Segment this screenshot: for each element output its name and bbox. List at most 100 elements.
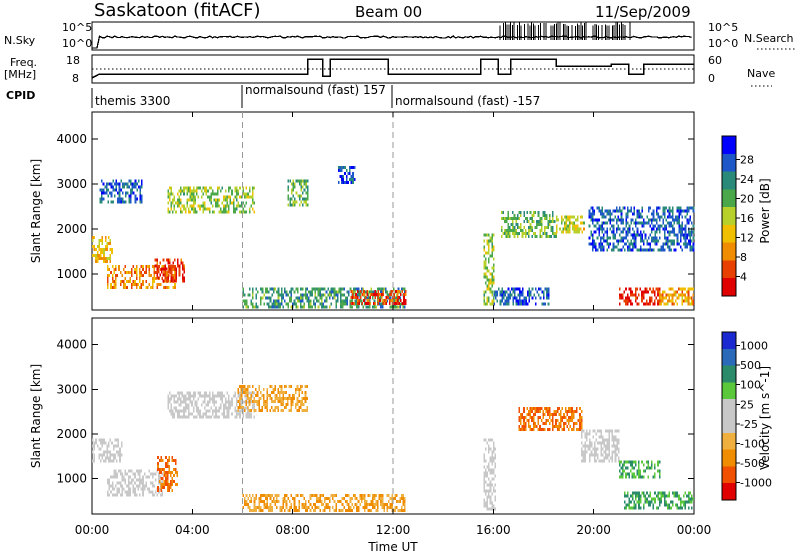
velocity-colorbar-band-8	[722, 466, 736, 484]
xtick-label-6: 00:00	[677, 523, 712, 537]
velocity-colorbar-band-7	[722, 449, 736, 467]
power-region-4	[99, 179, 143, 204]
date-label: 11/Sep/2009	[595, 3, 691, 21]
power-region-1	[107, 265, 176, 289]
power-region-0	[92, 235, 113, 263]
power-region-12	[556, 215, 585, 234]
velocity-region-2	[157, 456, 178, 493]
velocity-region-7	[518, 407, 583, 432]
power-region-15	[658, 287, 695, 306]
velocity-ylabel: Slant Range [km]	[29, 364, 43, 468]
nave-label: Nave	[747, 67, 775, 80]
velocity-ytick-label-1: 2000	[56, 427, 87, 441]
power-ytick-label-1: 2000	[56, 222, 87, 236]
freq-tick-top: 18	[66, 54, 80, 67]
cpid-segment-1: normalsound (fast) 157	[245, 83, 386, 97]
cpid-segment-0: themis 3300	[95, 94, 170, 108]
freq-unit-label: [MHz]	[4, 68, 36, 81]
nsky-tick-bottom: 10^0	[62, 37, 92, 50]
velocity-colorbar-band-1	[722, 348, 736, 366]
xtick-label-5: 20:00	[576, 523, 611, 537]
power-colorbar-band-2	[722, 171, 736, 190]
nsearch-tick-top: 10^5	[708, 21, 738, 34]
velocity-region-8	[581, 429, 620, 463]
power-region-3	[167, 186, 256, 214]
velocity-colorbar-band-2	[722, 365, 736, 383]
velocity-ytick-label-2: 3000	[56, 382, 87, 396]
nave-tick-top: 60	[708, 54, 722, 67]
power-ytick-label-0: 1000	[56, 267, 87, 281]
nsearch-label: N.Search	[744, 32, 794, 45]
power-region-9	[483, 233, 495, 306]
velocity-colorbar-label: Velocity [m s^-1]	[758, 366, 772, 470]
power-ylabel: Slant Range [km]	[29, 159, 43, 263]
power-colorbar-band-4	[722, 207, 736, 225]
cpid-label: CPID	[6, 89, 35, 102]
velocity-ytick-label-3: 4000	[56, 338, 87, 352]
power-ytick-label-3: 4000	[56, 132, 87, 146]
freq-tick-bottom: 8	[72, 72, 79, 85]
velocity-region-10	[623, 491, 695, 510]
xtick-label-3: 12:00	[376, 523, 411, 537]
velocity-colorbar-band-0	[722, 332, 736, 349]
axes-layer: 1000 2000 3000 4000 1000 2000 3000 4000 00:00 04:…	[56, 112, 711, 537]
power-colorbar: 4 8 12 16 20 24 28	[721, 135, 754, 297]
power-ytick-label-2: 3000	[56, 177, 87, 191]
power-colorbar-tick-label-3: 16	[740, 212, 754, 225]
power-colorbar-band-7	[722, 260, 736, 279]
velocity-colorbar-band-4	[722, 399, 736, 416]
nsky-line	[92, 35, 692, 49]
power-colorbar-band-6	[722, 242, 736, 261]
power-colorbar-tick-label-0: 4	[740, 270, 747, 283]
power-region-5	[287, 179, 309, 207]
power-data-layer	[92, 112, 695, 310]
velocity-colorbar-tick-label-5: -100	[740, 437, 765, 450]
velocity-colorbar-band-9	[722, 483, 736, 500]
velocity-region-0	[92, 438, 123, 463]
power-colorbar-band-0	[722, 136, 736, 154]
power-colorbar-band-3	[722, 189, 736, 208]
power-region-13	[588, 206, 695, 252]
power-colorbar-band-1	[722, 153, 736, 172]
velocity-colorbar-band-3	[722, 382, 736, 400]
power-region-2	[154, 258, 186, 283]
power-colorbar-tick-label-1: 8	[740, 251, 747, 264]
power-region-14	[618, 287, 661, 306]
velocity-region-5	[242, 494, 406, 512]
power-colorbar-tick-label-4: 20	[740, 192, 754, 205]
time-axis-label: Time UT	[367, 540, 418, 554]
velocity-region-9	[618, 460, 661, 479]
velocity-data-layer	[92, 318, 695, 514]
velocity-colorbar-frame	[721, 331, 737, 501]
power-region-10	[493, 287, 550, 306]
nsky-strip-frame	[91, 21, 695, 51]
velocity-colorbar-tick-label-7: -1000	[740, 476, 772, 489]
velocity-ytick-label-0: 1000	[56, 471, 87, 485]
freq-label: Freq.	[10, 56, 37, 69]
velocity-colorbar-tick-label-0: 1000	[740, 340, 768, 353]
xtick-label-2: 08:00	[275, 523, 310, 537]
velocity-colorbar-tick-label-6: -500	[740, 457, 765, 470]
power-colorbar-tick-label-6: 28	[740, 153, 754, 166]
station-title: Saskatoon (fitACF)	[94, 0, 261, 21]
nsky-tick-top: 10^5	[62, 21, 92, 34]
nave-tick-bottom: 0	[708, 72, 715, 85]
power-colorbar-frame	[721, 135, 737, 297]
xtick-label-4: 16:00	[476, 523, 511, 537]
freq-line	[91, 58, 694, 79]
power-region-8	[350, 289, 407, 305]
velocity-region-1	[107, 469, 163, 497]
power-colorbar-tick-label-2: 12	[740, 231, 754, 244]
velocity-colorbar-tick-label-2: 100	[740, 379, 761, 392]
freq-trace	[91, 58, 694, 79]
power-colorbar-label: Power [dB]	[758, 178, 772, 243]
cpid-segment-2: normalsound (fast) -157	[395, 94, 540, 108]
power-region-6	[337, 166, 356, 184]
velocity-region-4	[237, 384, 308, 412]
xtick-label-1: 04:00	[175, 523, 210, 537]
velocity-colorbar-tick-label-1: 500	[740, 359, 761, 372]
velocity-colorbar-tick-label-4: -25	[740, 418, 758, 431]
velocity-colorbar-band-6	[722, 432, 736, 450]
